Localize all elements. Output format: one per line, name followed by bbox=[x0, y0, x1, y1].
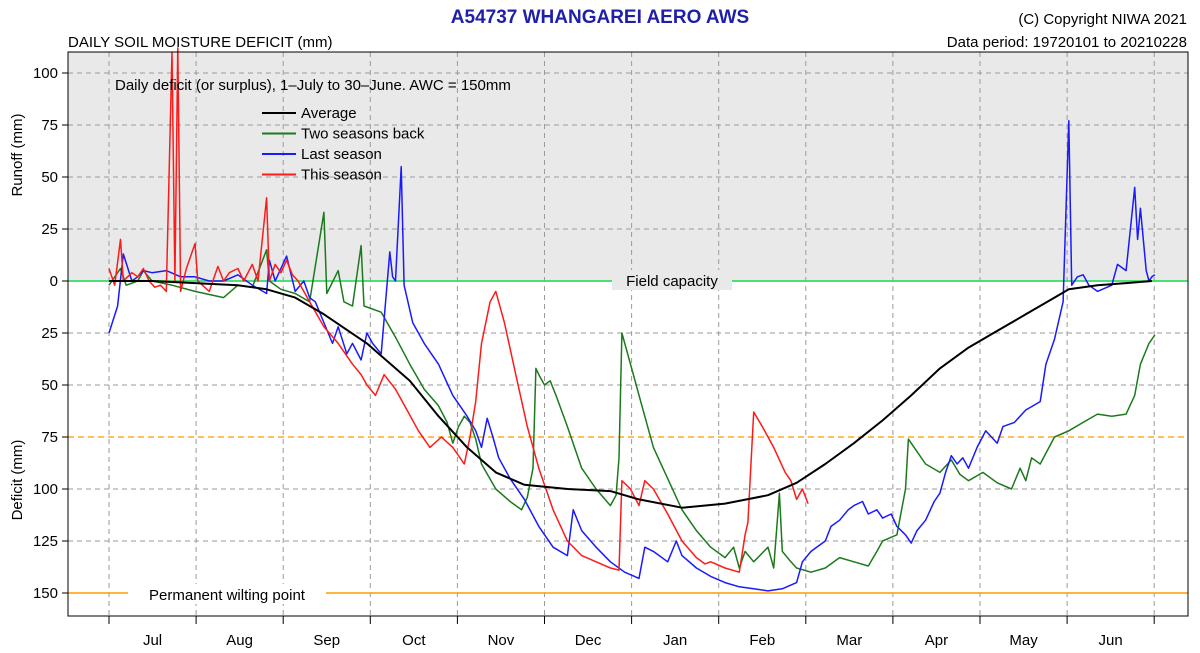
x-tick-label: May bbox=[1009, 632, 1038, 649]
surplus-background bbox=[68, 52, 1188, 281]
x-tick-label: Mar bbox=[836, 632, 862, 649]
x-tick-label: Dec bbox=[575, 632, 602, 649]
y-tick-label: 25 bbox=[41, 221, 58, 238]
reference-labels: Field capacity Permanent wilting point bbox=[128, 270, 732, 604]
y-tick-label: 0 bbox=[50, 273, 58, 290]
x-tick-label: Jun bbox=[1099, 632, 1123, 649]
series-line-this-season bbox=[108, 47, 809, 573]
grid-lines bbox=[68, 52, 1188, 616]
legend-label: Two seasons back bbox=[301, 126, 425, 143]
x-tick-label: Jul bbox=[143, 632, 162, 649]
x-tick-label: Oct bbox=[402, 632, 426, 649]
chart-note: Daily deficit (or surplus), 1–July to 30… bbox=[115, 77, 511, 94]
x-tick-label: Apr bbox=[925, 632, 948, 649]
y-tick-label: 50 bbox=[41, 169, 58, 186]
series-lines bbox=[108, 47, 1156, 592]
legend-label: Average bbox=[301, 105, 357, 122]
y-tick-label: 75 bbox=[41, 429, 58, 446]
x-tick-label: Aug bbox=[226, 632, 253, 649]
series-line-average bbox=[109, 280, 1152, 509]
legend-label: This season bbox=[301, 167, 382, 184]
y-axis-label-runoff: Runoff (mm) bbox=[9, 113, 26, 196]
copyright-notice: (C) Copyright NIWA 2021 bbox=[1018, 11, 1187, 28]
series-line-two-seasons-back bbox=[108, 211, 1156, 573]
y-tick-label: 125 bbox=[33, 533, 58, 550]
field-capacity-label: Field capacity bbox=[626, 273, 718, 290]
legend: Average Two seasons back Last season This s… bbox=[262, 105, 425, 184]
y-tick-label: 25 bbox=[41, 325, 58, 342]
x-tick-label: Nov bbox=[488, 632, 515, 649]
series-line-last-season bbox=[108, 120, 1156, 592]
axes: Jul Aug Sep Oct Nov Dec Jan Feb Mar Apr May Jun 100 7… bbox=[33, 65, 1155, 649]
data-period: Data period: 19720101 to 20210228 bbox=[946, 34, 1187, 51]
reference-lines bbox=[68, 280, 1188, 594]
y-tick-label: 100 bbox=[33, 65, 58, 82]
y-tick-label: 150 bbox=[33, 585, 58, 602]
y-tick-label: 75 bbox=[41, 117, 58, 134]
plot-frame bbox=[67, 51, 1189, 617]
chart-title: A54737 WHANGAREI AERO AWS bbox=[450, 7, 750, 28]
legend-label: Last season bbox=[301, 146, 382, 163]
y-tick-label: 100 bbox=[33, 481, 58, 498]
x-tick-label: Feb bbox=[749, 632, 775, 649]
x-tick-label: Jan bbox=[663, 632, 687, 649]
wilting-point-label: Permanent wilting point bbox=[149, 587, 306, 604]
x-tick-label: Sep bbox=[313, 632, 340, 649]
chart-subtitle: DAILY SOIL MOISTURE DEFICIT (mm) bbox=[68, 34, 333, 51]
y-axis-label-deficit: Deficit (mm) bbox=[9, 440, 26, 521]
y-tick-label: 50 bbox=[41, 377, 58, 394]
